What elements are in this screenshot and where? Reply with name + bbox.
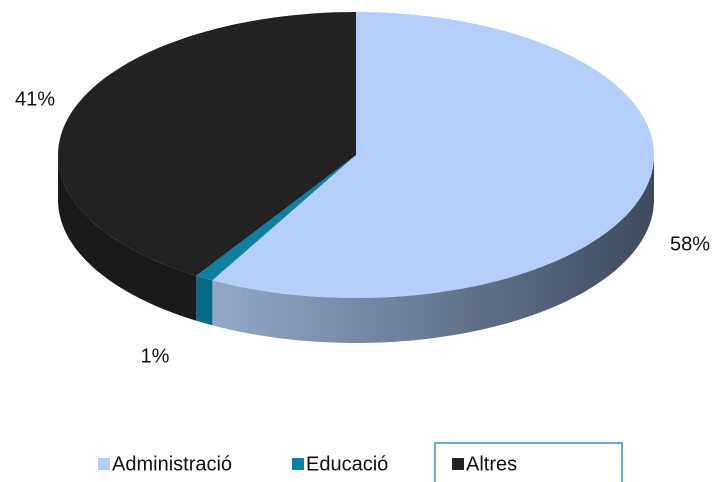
slice-side (196, 275, 213, 326)
selection-box (434, 442, 623, 482)
slice (58, 12, 356, 276)
legend-label: Educació (306, 453, 388, 475)
data-label: 1% (141, 345, 170, 367)
legend-swatch (292, 458, 304, 470)
legend-label: Altres (466, 453, 517, 475)
slice (196, 155, 356, 281)
data-label: 58% (670, 233, 710, 255)
slice-side (58, 155, 197, 321)
data-label: 41% (15, 88, 55, 110)
slice (212, 12, 654, 298)
legend-label: Administració (112, 453, 232, 475)
legend-swatch (452, 458, 464, 470)
slice-side (212, 155, 654, 343)
legend-swatch (98, 458, 110, 470)
